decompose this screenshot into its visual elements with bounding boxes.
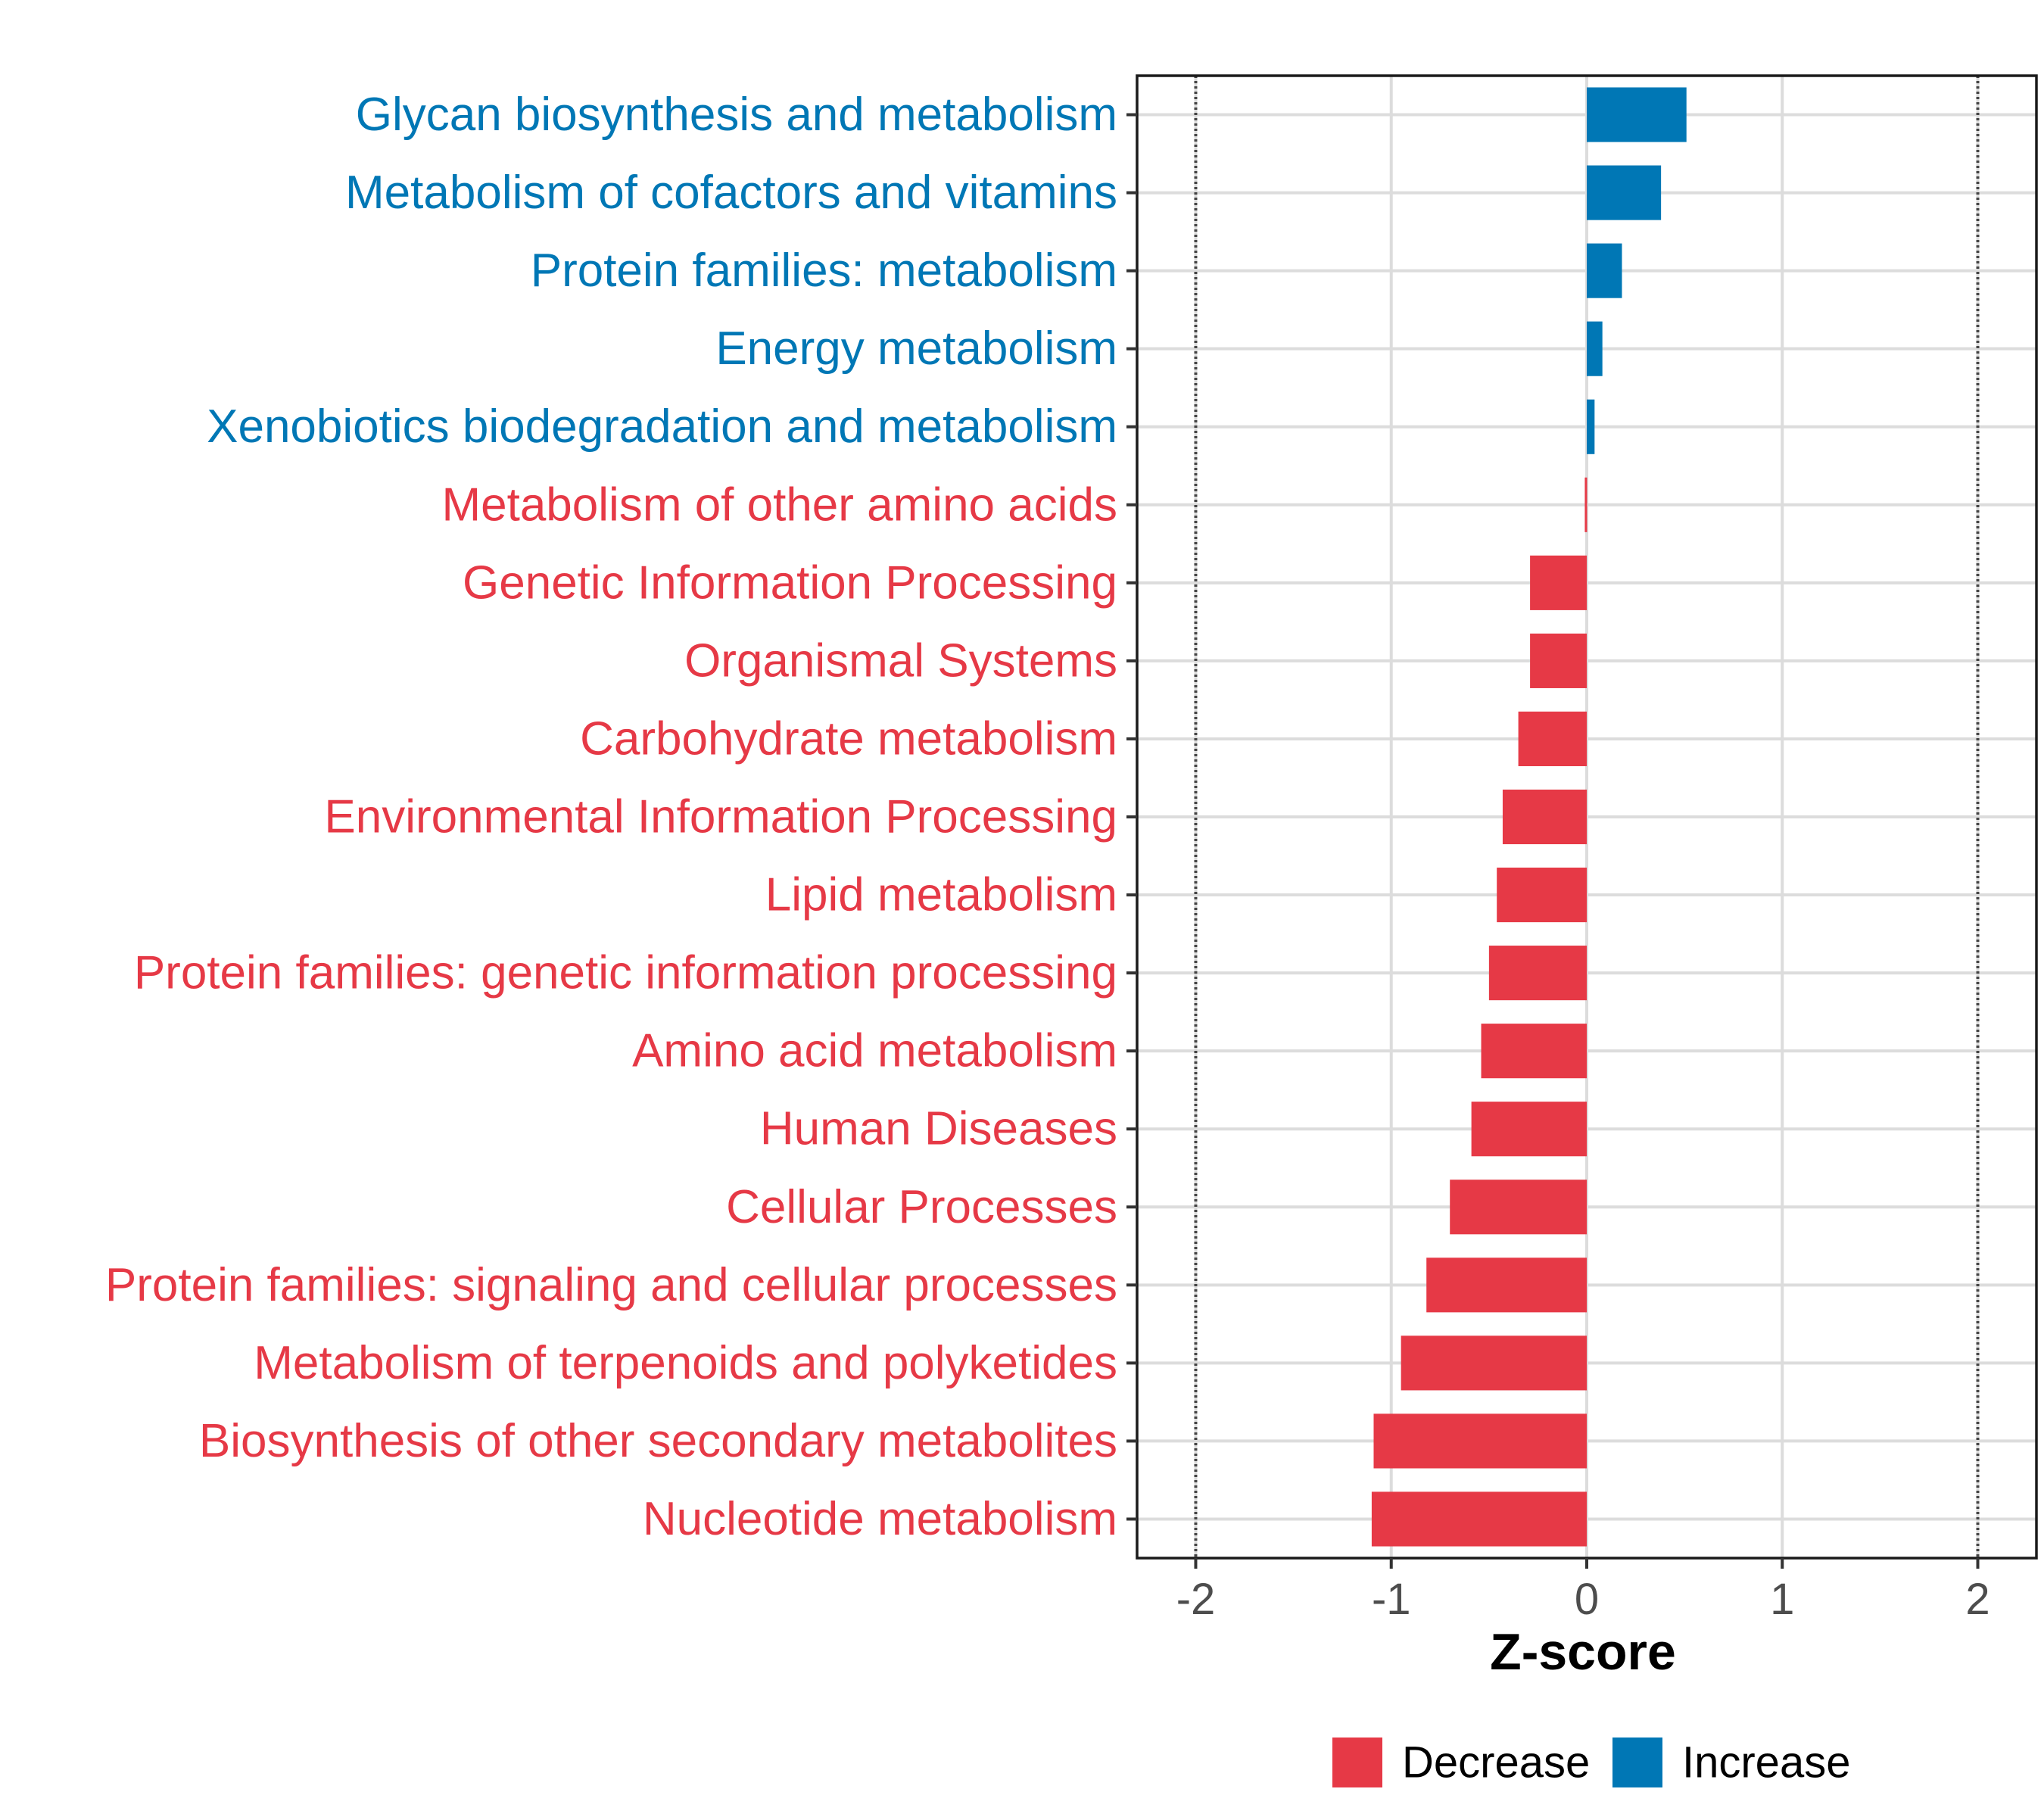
bar bbox=[1587, 165, 1662, 220]
legend: Decrease Increase bbox=[1332, 1738, 1850, 1787]
legend-label-decrease: Decrease bbox=[1402, 1738, 1590, 1787]
category-label: Organismal Systems bbox=[684, 634, 1117, 687]
x-tick-label: -1 bbox=[1372, 1575, 1411, 1624]
category-label: Human Diseases bbox=[760, 1103, 1117, 1155]
y-axis: Glycan biosynthesis and metabolism Metabo… bbox=[105, 89, 1137, 1545]
category-label: Protein families: signaling and cellular… bbox=[105, 1259, 1117, 1311]
x-tick-label: 1 bbox=[1770, 1575, 1794, 1624]
category-label: Lipid metabolism bbox=[765, 869, 1117, 921]
x-axis-title: Z-score bbox=[1490, 1623, 1676, 1681]
category-label: Energy metabolism bbox=[715, 323, 1117, 375]
category-label: Metabolism of cofactors and vitamins bbox=[345, 167, 1117, 219]
category-label: Environmental Information Processing bbox=[324, 791, 1117, 843]
reference-lines bbox=[1194, 76, 1980, 1558]
bar bbox=[1587, 243, 1622, 298]
category-label: Biosynthesis of other secondary metaboli… bbox=[199, 1415, 1117, 1467]
bar bbox=[1530, 633, 1587, 688]
bar bbox=[1426, 1258, 1587, 1313]
x-tick-label: 2 bbox=[1965, 1575, 1989, 1624]
category-label: Cellular Processes bbox=[726, 1181, 1117, 1233]
bar bbox=[1502, 789, 1587, 845]
bar bbox=[1488, 946, 1587, 1001]
bar bbox=[1471, 1102, 1587, 1157]
bar bbox=[1530, 555, 1587, 610]
category-label: Xenobiotics biodegradation and metabolis… bbox=[207, 400, 1117, 453]
category-label: Metabolism of other amino acids bbox=[441, 478, 1117, 531]
bar bbox=[1584, 477, 1588, 532]
legend-label-increase: Increase bbox=[1682, 1738, 1850, 1787]
bar bbox=[1401, 1335, 1587, 1391]
bar bbox=[1373, 1413, 1587, 1469]
category-label: Protein families: genetic information pr… bbox=[134, 947, 1117, 999]
category-label: Genetic Information Processing bbox=[463, 556, 1117, 609]
bar bbox=[1518, 711, 1587, 767]
category-label: Metabolism of terpenoids and polyketides bbox=[254, 1337, 1117, 1389]
bar bbox=[1497, 867, 1587, 923]
category-label: Amino acid metabolism bbox=[632, 1025, 1117, 1077]
category-label: Carbohydrate metabolism bbox=[580, 712, 1117, 765]
category-label: Protein families: metabolism bbox=[531, 245, 1117, 297]
x-tick-label: -2 bbox=[1176, 1575, 1216, 1624]
bar bbox=[1450, 1180, 1587, 1235]
category-label: Nucleotide metabolism bbox=[643, 1493, 1117, 1545]
bar bbox=[1587, 321, 1603, 376]
bar bbox=[1481, 1024, 1587, 1079]
bar bbox=[1371, 1491, 1587, 1547]
category-label: Glycan biosynthesis and metabolism bbox=[356, 89, 1117, 141]
x-tick-label: 0 bbox=[1575, 1575, 1599, 1624]
x-axis: -2 -1 0 1 2 bbox=[1176, 1558, 1990, 1624]
legend-swatch-increase bbox=[1612, 1738, 1662, 1787]
bar bbox=[1587, 399, 1595, 454]
legend-swatch-decrease bbox=[1332, 1738, 1382, 1787]
bar bbox=[1587, 87, 1687, 142]
bars bbox=[1371, 87, 1687, 1547]
